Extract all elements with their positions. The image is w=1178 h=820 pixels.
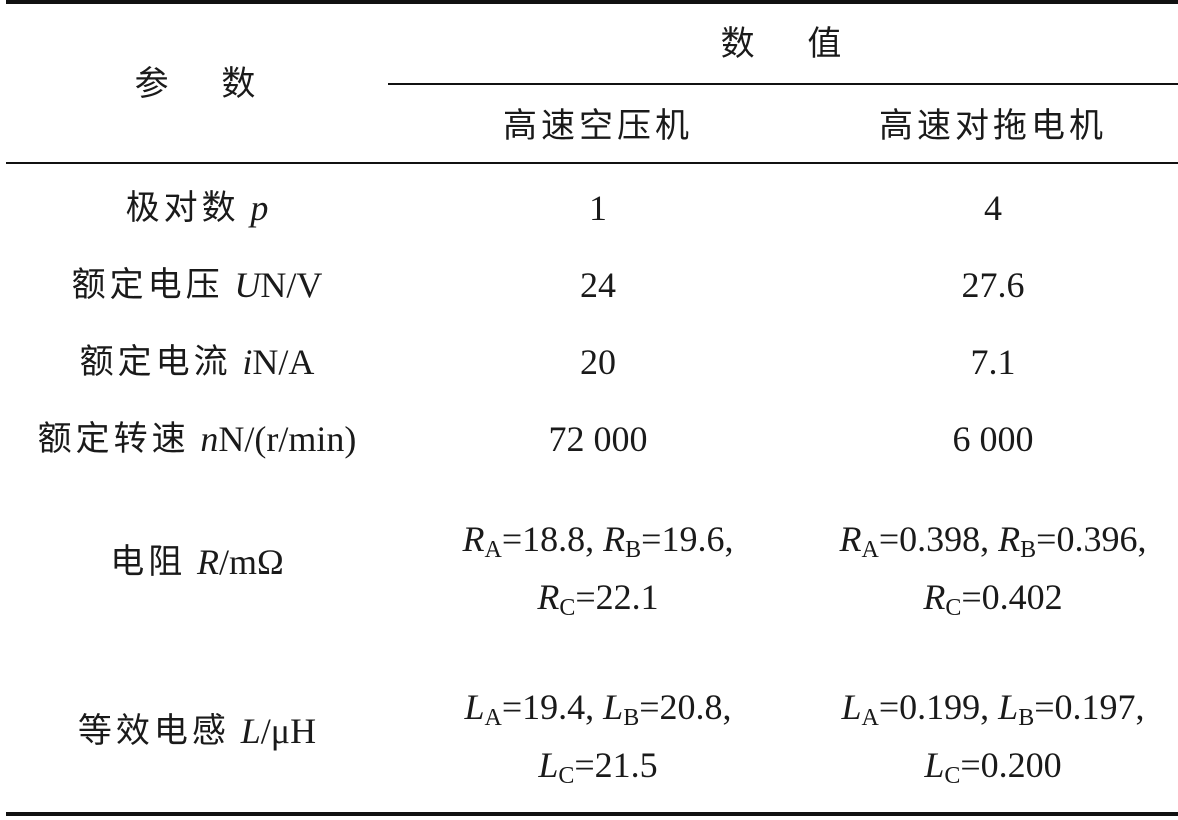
label-symbol: U [234, 265, 261, 305]
label-unit: /mΩ [219, 542, 284, 582]
label-symbol: R [197, 542, 220, 582]
value-line: RC=22.1 [537, 577, 659, 621]
cell-resistance-dragmotor: RA=0.398, RB=0.396, RC=0.402 [798, 510, 1178, 626]
cell-resistance-compressor: RA=18.8, RB=19.6, RC=22.1 [398, 510, 798, 626]
value-line: RA=0.398, RB=0.396, [839, 519, 1147, 563]
label-cn: 额定转速 [37, 419, 190, 459]
label-unit: /μH [260, 711, 317, 751]
value-line: LA=19.4, LB=20.8, [464, 687, 732, 731]
cell-value: 4 [984, 188, 1002, 228]
row-label-pole-pairs: 极对数 p [6, 180, 388, 236]
header-bottom-rule [6, 162, 1178, 164]
label-cn: 额定电流 [79, 342, 232, 382]
label-cn: 极对数 [125, 188, 240, 228]
label-symbol: p [250, 188, 269, 228]
header-value-text: 数 值 [720, 24, 846, 64]
header-col-dragmotor: 高速对拖电机 [879, 106, 1107, 146]
cell-value: 7.1 [970, 342, 1016, 382]
cell-inductance-compressor: LA=19.4, LB=20.8, LC=21.5 [398, 678, 798, 794]
label-cn: 电阻 [110, 542, 187, 582]
label-symbol: i [242, 342, 253, 382]
header-mid-rule [388, 83, 1178, 85]
label-cn: 额定电压 [71, 265, 224, 305]
value-line: LA=0.199, LB=0.197, [841, 687, 1145, 731]
value-line: LC=21.5 [538, 745, 658, 789]
value-line: RA=18.8, RB=19.6, [462, 519, 734, 563]
row-label-rated-current: 额定电流 i N/A [6, 334, 388, 390]
cell-value: 24 [580, 265, 616, 305]
cell-value: 72 000 [548, 419, 648, 459]
top-rule [6, 0, 1178, 4]
bottom-rule [6, 812, 1178, 816]
label-cn: 等效电感 [77, 711, 230, 751]
row-label-rated-speed: 额定转速 n N/(r/min) [6, 411, 388, 467]
label-unit: /V [286, 265, 323, 305]
value-line: RC=0.402 [923, 577, 1063, 621]
header-param: 参 数 [6, 54, 388, 114]
header-value: 数 值 [388, 14, 1178, 74]
row-label-resistance: 电阻 R/mΩ [6, 534, 388, 590]
cell-value: 27.6 [961, 265, 1025, 305]
label-unit: /A [278, 342, 315, 382]
label-symbol: L [240, 711, 261, 751]
cell-value: 6 000 [952, 419, 1034, 459]
value-line: LC=0.200 [924, 745, 1062, 789]
cell-value: 1 [589, 188, 607, 228]
label-symbol: n [200, 419, 219, 459]
row-label-rated-voltage: 额定电压 U N/V [6, 257, 388, 313]
header-param-text: 参 数 [134, 64, 260, 104]
header-col-compressor: 高速空压机 [503, 106, 693, 146]
row-label-inductance: 等效电感 L/μH [6, 703, 388, 759]
label-unit: /(r/min) [244, 419, 357, 459]
cell-inductance-dragmotor: LA=0.199, LB=0.197, LC=0.200 [798, 678, 1178, 794]
cell-value: 20 [580, 342, 616, 382]
